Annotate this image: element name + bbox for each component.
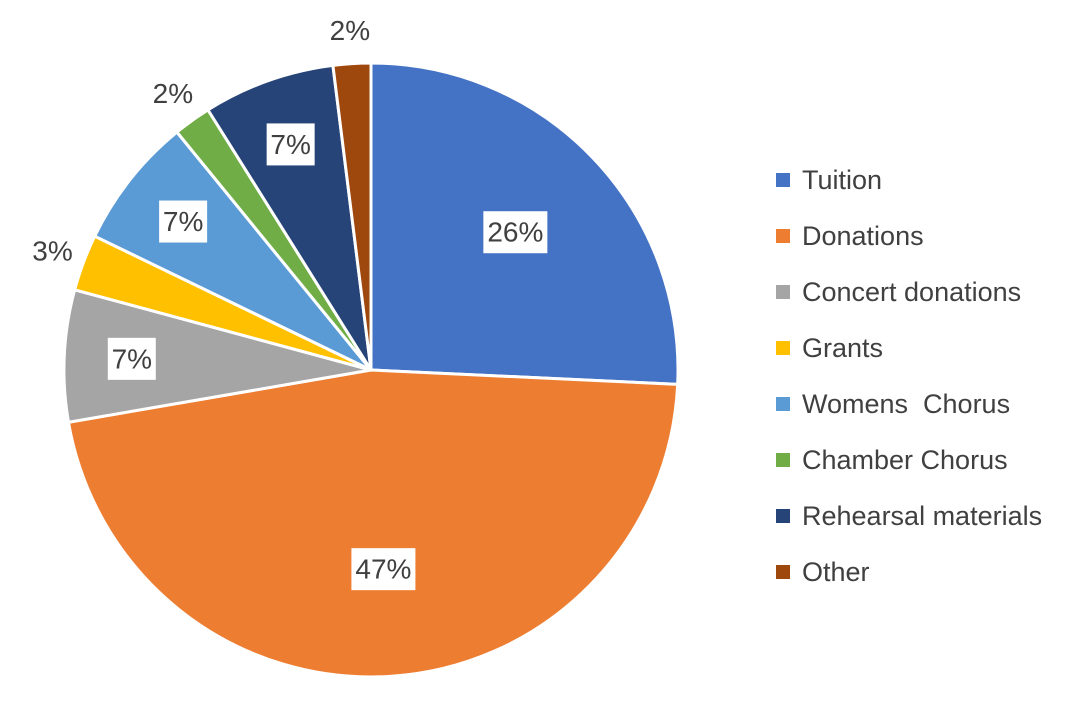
data-label-womens-chorus: 7%: [159, 200, 208, 243]
legend-label: Rehearsal materials: [802, 500, 1043, 531]
legend-item-tuition: Tuition: [776, 152, 1042, 208]
legend-item-other: Other: [776, 544, 1042, 600]
legend-label: Tuition: [802, 164, 883, 195]
pie-slice-concert-donations: [62, 288, 373, 424]
legend-label: Other: [802, 556, 870, 587]
data-label-text: 2%: [330, 15, 370, 46]
data-label-tuition: 26%: [483, 211, 548, 254]
data-label-text: 2%: [153, 78, 193, 109]
pie-slice-womens-chorus: [93, 130, 373, 372]
data-label-text: 7%: [270, 129, 310, 160]
data-label-box: [159, 200, 208, 243]
data-label-chamber-chorus: 2%: [153, 78, 193, 109]
data-label-box: [351, 548, 416, 591]
legend-swatch: [776, 229, 790, 243]
legend-item-donations: Donations: [776, 208, 1042, 264]
legend-swatch: [776, 509, 790, 523]
legend-swatch: [776, 565, 790, 579]
legend-swatch: [776, 173, 790, 187]
legend-swatch: [776, 397, 790, 411]
data-label-concert-donations: 7%: [107, 337, 156, 380]
data-label-text: 3%: [32, 235, 72, 266]
legend-label: Donations: [802, 220, 924, 251]
pie-slice-other: [331, 61, 373, 372]
data-label-box: [266, 123, 315, 166]
data-label-text: 26%: [487, 217, 543, 248]
data-label-text: 47%: [355, 554, 411, 585]
data-label-text: 7%: [112, 343, 152, 374]
legend-item-chamber-chorus: Chamber Chorus: [776, 432, 1042, 488]
pie-slice-rehearsal-materials: [206, 63, 373, 372]
data-label-box: [107, 337, 156, 380]
legend-item-womens-chorus: Womens Chorus: [776, 376, 1042, 432]
data-label-rehearsal-materials: 7%: [266, 123, 315, 166]
legend-swatch: [776, 285, 790, 299]
pie-chart: 26% 47% 7% 3% 7% 2% 7% 2%: [32, 15, 680, 679]
chart-legend: Tuition Donations Concert donations Grants W…: [776, 152, 1042, 600]
legend-label: Chamber Chorus: [802, 444, 1008, 475]
legend-swatch: [776, 453, 790, 467]
data-label-text: 7%: [163, 206, 203, 237]
pie-slice-donations: [66, 368, 680, 679]
data-label-donations: 47%: [351, 548, 416, 591]
legend-label: Concert donations: [802, 276, 1022, 307]
legend-label: Womens Chorus: [802, 388, 1011, 419]
legend-swatch: [776, 341, 790, 355]
data-label-other: 2%: [330, 15, 370, 46]
legend-item-grants: Grants: [776, 320, 1042, 376]
data-label-grants: 3%: [32, 235, 72, 266]
legend-label: Grants: [802, 332, 884, 363]
data-label-box: [483, 211, 548, 254]
legend-item-concert-donations: Concert donations: [776, 264, 1042, 320]
legend-item-rehearsal-materials: Rehearsal materials: [776, 488, 1042, 544]
